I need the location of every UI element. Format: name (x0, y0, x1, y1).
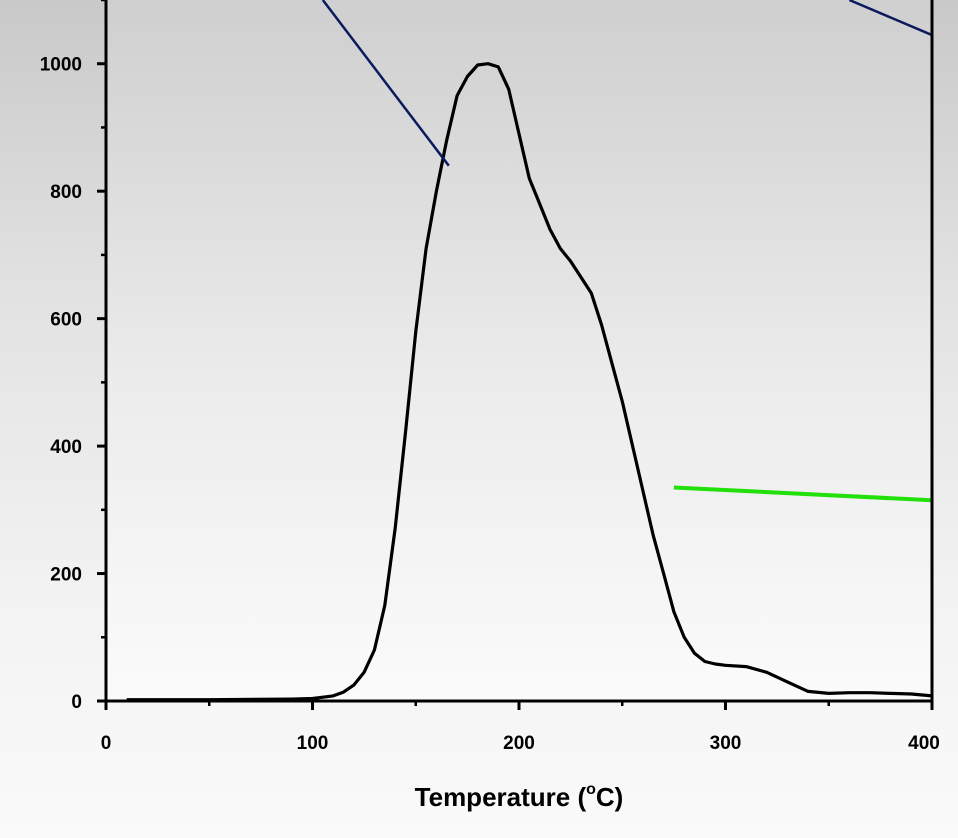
y-tick-label-0: 0 (71, 692, 82, 713)
x-axis-title-text: Temperature ( (415, 782, 587, 812)
x-tick-label-1: 100 (297, 733, 329, 754)
series-line-0 (126, 62, 933, 702)
x-tick-label-0: 0 (101, 733, 112, 754)
annotation-line-0 (321, 0, 450, 167)
y-tick-label-5: 1000 (40, 55, 82, 76)
plot-background (106, 0, 932, 701)
x-tick-label-3: 300 (710, 733, 742, 754)
annotation-line-1 (848, 0, 933, 37)
y-tick-label-2: 400 (50, 437, 82, 458)
y-tick-label-1: 200 (50, 565, 82, 586)
series-layer (126, 62, 933, 702)
y-tick-label-4: 800 (50, 182, 82, 203)
plot-area (106, 0, 932, 701)
x-axis-title: Temperature (oC) (415, 781, 624, 812)
x-tick-label-4: 400 (908, 733, 940, 754)
x-tick-label-2: 200 (503, 733, 535, 754)
y-tick-label-3: 600 (50, 310, 82, 331)
annotation-line-2 (673, 485, 933, 503)
x-axis-title-unit: C) (596, 782, 623, 812)
tick-layer: 0 100 200 300 400 0 200 400 600 800 1000 (40, 0, 940, 754)
x-axis-title-degree: o (586, 781, 596, 798)
annotation-layer (321, 0, 933, 503)
